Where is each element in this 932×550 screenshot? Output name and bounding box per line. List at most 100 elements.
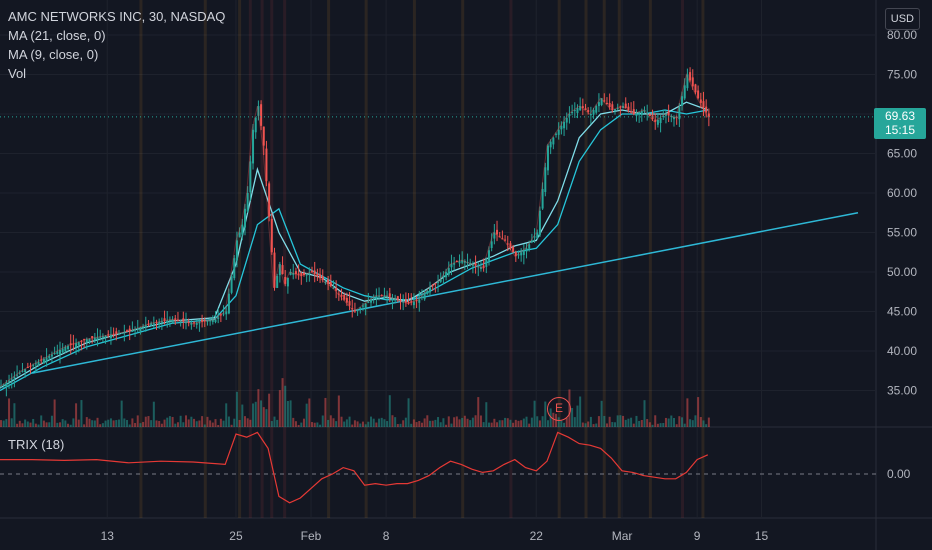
- candle-body: [115, 331, 118, 334]
- candle-body: [123, 332, 126, 334]
- candle-body: [5, 382, 8, 387]
- candle-body: [83, 338, 86, 341]
- candle-body: [225, 311, 228, 315]
- volume-bar: [289, 400, 292, 427]
- candle-body: [423, 293, 426, 300]
- volume-bar: [219, 418, 222, 427]
- candle-body: [297, 273, 300, 275]
- volume-bar: [286, 400, 289, 427]
- indicator-ma9[interactable]: MA (9, close, 0): [8, 47, 99, 62]
- y-tick-label: 60.00: [887, 186, 917, 200]
- candle-body: [361, 305, 364, 307]
- candle-body: [254, 117, 257, 133]
- candle-body: [26, 366, 29, 368]
- candle-body: [364, 303, 367, 308]
- volume-bar: [514, 419, 517, 427]
- candle-body: [370, 299, 373, 303]
- candle-body: [233, 258, 236, 279]
- candle-body: [445, 272, 448, 278]
- volume-bar: [496, 422, 499, 427]
- candle-body: [294, 271, 297, 274]
- volume-bar: [370, 416, 373, 427]
- volume-bar: [246, 418, 249, 427]
- session-band: [412, 0, 416, 518]
- volume-bar: [50, 415, 53, 427]
- currency-button[interactable]: USD: [884, 8, 920, 30]
- volume-bar: [249, 419, 252, 427]
- candle-body: [437, 281, 440, 283]
- volume-bar: [115, 420, 118, 427]
- volume-bar: [563, 422, 566, 427]
- volume-bar: [396, 424, 399, 427]
- volume-bar: [260, 400, 263, 427]
- candle-body: [707, 113, 710, 118]
- session-band: [557, 0, 561, 518]
- indicator-ma21[interactable]: MA (21, close, 0): [8, 28, 106, 43]
- volume-bar: [635, 415, 638, 427]
- candle-body: [426, 290, 429, 295]
- volume-bar: [136, 415, 139, 427]
- volume-bar: [297, 424, 300, 427]
- volume-bar: [375, 422, 378, 427]
- volume-bar: [439, 422, 442, 427]
- x-tick-label: 15: [755, 529, 769, 543]
- candle-body: [501, 238, 504, 240]
- candle-body: [16, 374, 19, 376]
- candle-body: [705, 106, 708, 113]
- volume-bar: [134, 422, 137, 427]
- candle-body: [415, 300, 418, 302]
- volume-bar: [471, 417, 474, 427]
- volume-bar: [458, 419, 461, 427]
- candle-body: [367, 301, 370, 303]
- earnings-marker[interactable]: E: [547, 397, 571, 421]
- volume-bar: [48, 422, 51, 427]
- volume-bar: [343, 421, 346, 427]
- candle-body: [662, 115, 665, 117]
- candle-body: [32, 364, 35, 366]
- candle-body: [434, 283, 437, 285]
- volume-bar: [56, 422, 59, 427]
- candle-body: [195, 322, 198, 325]
- candle-body: [694, 84, 697, 93]
- trix-tick-label: 0.00: [887, 467, 911, 481]
- volume-bar: [662, 422, 665, 427]
- volume-bar: [571, 407, 574, 427]
- volume-bar: [227, 416, 230, 427]
- candle-body: [431, 285, 434, 287]
- volume-bar: [69, 424, 72, 427]
- candle-body: [563, 121, 566, 129]
- volume-bar: [107, 419, 110, 427]
- candle-body: [581, 106, 584, 109]
- volume-bar: [512, 422, 515, 427]
- candle-body: [302, 272, 305, 275]
- indicator-vol[interactable]: Vol: [8, 66, 27, 81]
- candle-body: [646, 113, 649, 115]
- symbol-title[interactable]: AMC NETWORKS INC, 30, NASDAQ: [8, 9, 226, 24]
- candle-body: [683, 85, 686, 99]
- candle-body: [412, 301, 415, 306]
- candle-body: [48, 355, 51, 359]
- volume-bar: [292, 417, 295, 427]
- candle-body: [190, 322, 193, 325]
- candle-body: [150, 323, 153, 326]
- trix-label[interactable]: TRIX (18): [8, 437, 65, 452]
- candle-body: [64, 347, 67, 352]
- volume-bar: [533, 400, 536, 427]
- volume-bar: [174, 423, 177, 427]
- x-tick-label: 9: [694, 529, 701, 543]
- candle-body: [8, 380, 11, 382]
- volume-bar: [88, 418, 91, 427]
- candle-body: [227, 293, 230, 314]
- volume-bar: [479, 415, 482, 427]
- candle-body: [101, 336, 104, 338]
- volume-bar: [187, 419, 190, 427]
- candle-body: [541, 189, 544, 209]
- volume-bar: [321, 415, 324, 427]
- volume-bar: [185, 415, 188, 427]
- volume-bar: [0, 420, 2, 427]
- candle-body: [573, 110, 576, 112]
- candle-body: [528, 244, 531, 249]
- volume-bar: [592, 424, 595, 427]
- volume-bar: [463, 415, 466, 427]
